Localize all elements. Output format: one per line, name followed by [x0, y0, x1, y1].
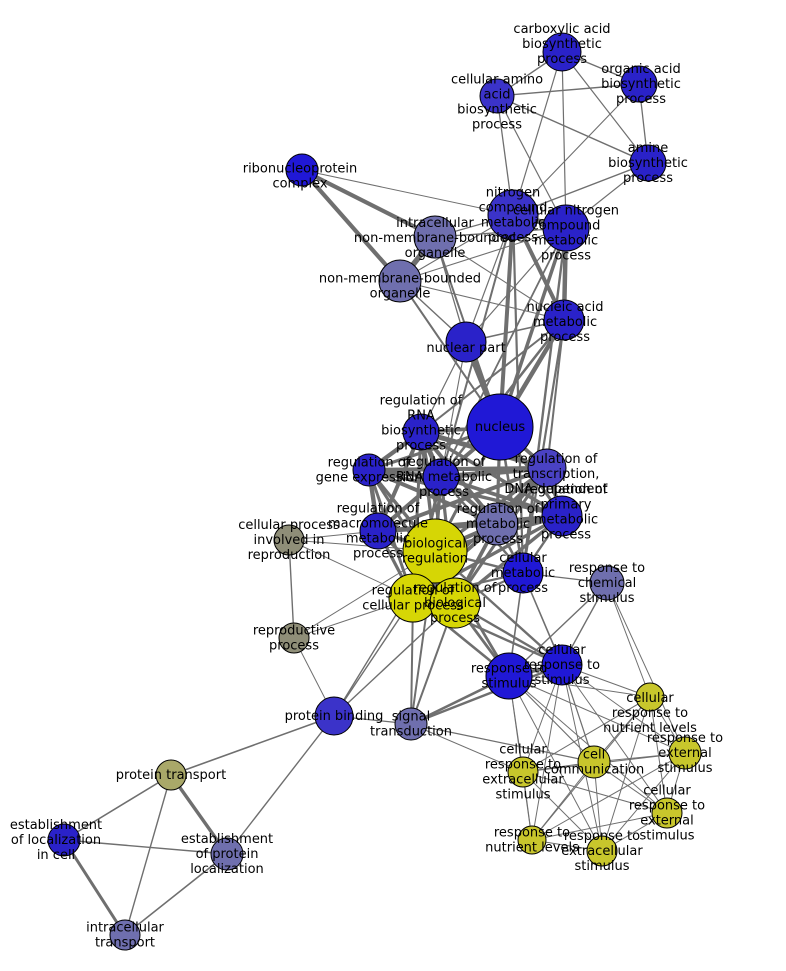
graph-edge [299, 167, 438, 240]
graph-edge [521, 226, 568, 575]
graph-node[interactable] [352, 453, 386, 487]
graph-edge [601, 752, 686, 852]
graph-node[interactable] [668, 736, 702, 770]
graph-node[interactable] [541, 495, 583, 537]
graph-edge [496, 95, 567, 229]
graph-edge [561, 51, 649, 164]
graph-edge [531, 761, 595, 841]
graph-node[interactable] [47, 823, 81, 857]
graph-edge [606, 582, 651, 698]
graph-edge [606, 582, 686, 754]
graph-edge [498, 213, 515, 429]
graph-node[interactable] [402, 518, 468, 584]
graph-node[interactable] [542, 204, 590, 252]
graph-edge [434, 236, 565, 321]
graph-edge [409, 663, 564, 726]
graph-node[interactable] [479, 78, 515, 114]
graph-node[interactable] [541, 644, 583, 686]
graph-edge [508, 675, 651, 698]
graph-edge [288, 539, 295, 639]
graph-edge [496, 83, 640, 97]
graph-edge [512, 51, 563, 216]
graph-edge [561, 664, 668, 814]
graph-edge [63, 839, 228, 855]
graph-edge [512, 83, 640, 216]
graph-edge [367, 468, 499, 526]
graph-edge [124, 853, 228, 936]
graph-edge [508, 675, 603, 852]
graph-edge [62, 838, 127, 937]
graph-edge [410, 723, 595, 763]
graph-node[interactable] [429, 577, 481, 629]
graph-edge [301, 169, 514, 216]
graph-node[interactable] [422, 458, 460, 496]
graph-node[interactable] [285, 153, 319, 187]
graph-node[interactable] [413, 215, 457, 259]
graph-edge [440, 227, 567, 478]
graph-node[interactable] [502, 552, 544, 594]
graph-node[interactable] [445, 321, 487, 363]
graph-edge [399, 227, 567, 282]
graph-node[interactable] [394, 707, 428, 741]
graph-edge [376, 466, 549, 533]
graph-node[interactable] [314, 696, 354, 736]
node-layer [47, 32, 702, 951]
graph-node[interactable] [527, 448, 567, 488]
graph-node[interactable] [586, 835, 618, 867]
graph-edge [170, 715, 335, 776]
graph-node[interactable] [402, 413, 440, 451]
graph-edge [531, 812, 668, 841]
graph-edge [399, 280, 565, 321]
graph-edge [649, 696, 668, 814]
graph-edge [601, 696, 651, 852]
graph-edge [465, 227, 567, 343]
graph-edge [522, 771, 603, 852]
graph-edge [522, 771, 668, 814]
graph-node[interactable] [542, 32, 582, 72]
graph-node[interactable] [273, 524, 305, 556]
graph-node[interactable] [109, 919, 141, 951]
graph-node[interactable] [278, 622, 310, 654]
graph-edge [333, 602, 456, 717]
graph-node[interactable] [485, 652, 533, 700]
graph-node[interactable] [378, 259, 422, 303]
graph-node[interactable] [635, 682, 665, 712]
graph-edge [366, 465, 550, 473]
graph-node[interactable] [517, 825, 547, 855]
graph-node[interactable] [577, 745, 611, 779]
graph-edge [226, 715, 335, 855]
graph-node[interactable] [487, 189, 539, 241]
graph-node[interactable] [589, 565, 625, 601]
graph-edge [561, 664, 686, 754]
graph-edge [521, 318, 566, 575]
graph-node[interactable] [507, 756, 539, 788]
graph-edge [299, 167, 403, 284]
graph-edge [367, 468, 564, 518]
graph-node[interactable] [620, 65, 658, 103]
graph-node[interactable] [629, 144, 667, 182]
graph-node[interactable] [466, 393, 534, 461]
graph-edge [546, 319, 565, 469]
graph-edge [522, 696, 651, 773]
graph-edge [420, 319, 565, 433]
graph-edge [496, 95, 649, 164]
edge-layer [62, 51, 686, 937]
graph-node[interactable] [388, 573, 438, 623]
graph-node[interactable] [210, 837, 244, 871]
graph-edge [410, 723, 524, 773]
graph-node[interactable] [651, 797, 683, 829]
graph-node[interactable] [475, 502, 519, 546]
graph-edge [440, 341, 467, 478]
graph-edge [124, 774, 172, 936]
graph-node[interactable] [359, 512, 397, 550]
graph-node[interactable] [155, 759, 187, 791]
graph-edge [561, 51, 567, 229]
graph-node[interactable] [543, 299, 585, 341]
graph-edge [63, 774, 172, 841]
